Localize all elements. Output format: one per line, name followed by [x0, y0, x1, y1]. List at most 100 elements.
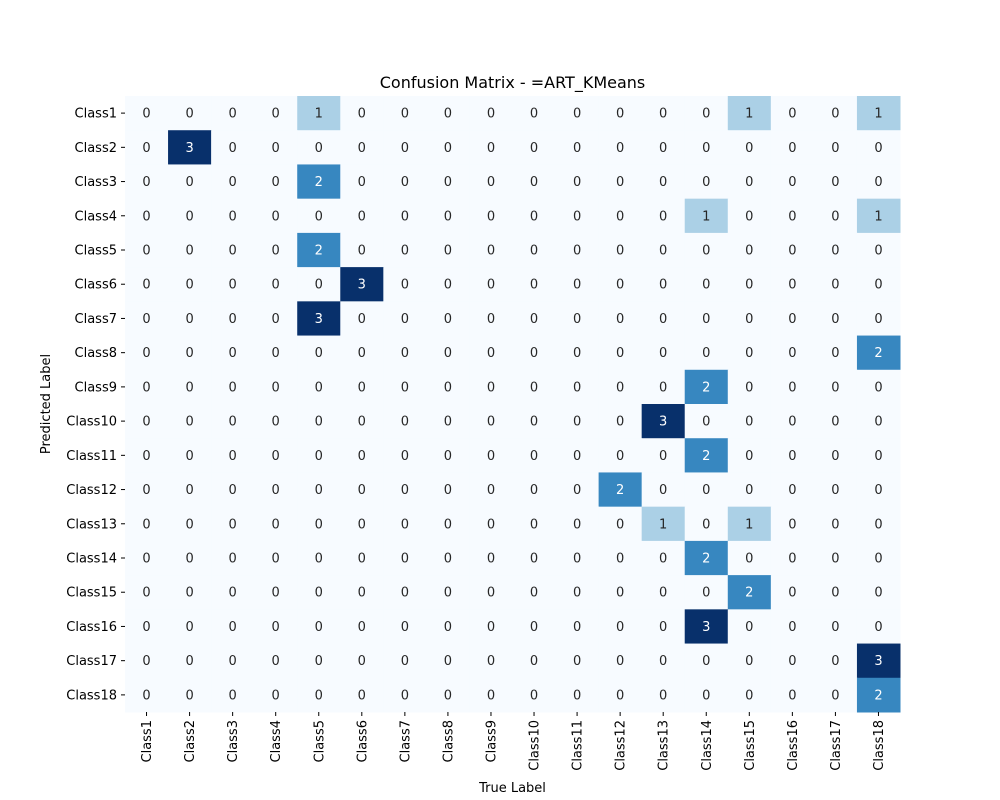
cell-value-label: 0 [487, 586, 495, 601]
heatmap-cell [555, 575, 600, 610]
cell-value-label: 0 [315, 483, 323, 498]
heatmap-cell [727, 301, 772, 337]
cell-value-label: 0 [315, 586, 323, 601]
heatmap-cell [598, 438, 643, 473]
cell-value-label: 0 [487, 688, 495, 703]
cell-value-label: 0 [185, 688, 193, 703]
cell-value-label: 0 [185, 278, 193, 293]
heatmap-cell [555, 677, 600, 713]
heatmap-cell [383, 164, 427, 200]
cell-value-label: 0 [401, 175, 409, 190]
heatmap-cell [770, 301, 815, 337]
heatmap-cell [383, 506, 427, 542]
heatmap-cell [684, 301, 729, 337]
heatmap-cell [512, 643, 557, 679]
heatmap-cell [727, 609, 772, 645]
heatmap-cell [512, 232, 557, 268]
heatmap-cell [641, 506, 686, 542]
cell-value-label: 0 [616, 688, 624, 703]
cell-value-label: 0 [358, 346, 366, 361]
heatmap-cell [684, 164, 729, 200]
cell-value-label: 0 [272, 209, 280, 224]
cell-value-label: 2 [702, 380, 710, 395]
heatmap-cell [297, 130, 341, 165]
heatmap-cell [555, 472, 600, 508]
cell-value-label: 0 [272, 278, 280, 293]
heatmap-cell [211, 96, 255, 131]
heatmap-cell [125, 301, 169, 337]
heatmap-cell [813, 575, 858, 610]
cell-value-label: 0 [185, 312, 193, 327]
heatmap-cell [469, 198, 513, 234]
cell-value-label: 0 [315, 449, 323, 464]
cell-value-label: 0 [874, 517, 882, 532]
cell-value-label: 0 [142, 620, 150, 635]
cell-value-label: 0 [573, 415, 581, 430]
cell-value-label: 0 [702, 278, 710, 293]
heatmap-cell [727, 267, 772, 302]
heatmap-cell [297, 404, 341, 439]
heatmap-cell [125, 540, 169, 576]
heatmap-cell [641, 575, 686, 610]
x-axis-label: True Label [478, 781, 546, 796]
heatmap-cell [641, 267, 686, 302]
y-tick-label: Class16 [66, 620, 117, 635]
cell-value-label: 0 [702, 654, 710, 669]
heatmap-cell [598, 472, 643, 508]
y-tick-label: Class5 [75, 244, 117, 259]
cell-value-label: 0 [358, 586, 366, 601]
cell-value-label: 0 [616, 586, 624, 601]
cell-value-label: 0 [702, 244, 710, 259]
heatmap-cell [168, 438, 212, 473]
x-tick-label: Class16 [786, 720, 801, 771]
cell-value-label: 0 [530, 688, 538, 703]
heatmap-cell [168, 404, 212, 439]
heatmap-cell [426, 438, 470, 473]
cell-value-label: 3 [358, 278, 366, 293]
heatmap-cell [340, 677, 384, 713]
cell-value-label: 0 [487, 552, 495, 567]
cell-value-label: 0 [788, 654, 796, 669]
heatmap-cell [598, 369, 643, 405]
heatmap-cell [340, 267, 384, 302]
heatmap-cell [555, 369, 600, 405]
cell-value-label: 0 [228, 586, 236, 601]
cell-value-label: 2 [745, 586, 753, 601]
heatmap-cell [684, 404, 729, 439]
x-tick-label: Class4 [269, 720, 284, 762]
heatmap-cell [555, 164, 600, 200]
heatmap-cell [684, 335, 729, 371]
cell-value-label: 1 [702, 209, 710, 224]
x-tick-label: Class1 [140, 720, 155, 762]
heatmap-cell [297, 96, 341, 131]
heatmap-cell [168, 267, 212, 302]
cell-value-label: 0 [530, 244, 538, 259]
heatmap-cell [383, 575, 427, 610]
heatmap-cell [598, 643, 643, 679]
heatmap-cell [168, 301, 212, 337]
cell-value-label: 0 [573, 312, 581, 327]
cell-value-label: 0 [573, 449, 581, 464]
cell-value-label: 0 [228, 517, 236, 532]
cell-value-label: 0 [272, 141, 280, 156]
heatmap-cell [211, 677, 255, 713]
cell-value-label: 0 [745, 244, 753, 259]
heatmap-cell [641, 301, 686, 337]
cell-value-label: 0 [228, 688, 236, 703]
heatmap-cell [856, 335, 901, 371]
cell-value-label: 0 [315, 415, 323, 430]
cell-value-label: 2 [702, 552, 710, 567]
heatmap-cell [254, 198, 298, 234]
cell-value-label: 0 [788, 688, 796, 703]
heatmap-cell [813, 301, 858, 337]
heatmap-cell [770, 198, 815, 234]
heatmap-cell [168, 575, 212, 610]
heatmap-cell [469, 301, 513, 337]
heatmap-cell [512, 130, 557, 165]
cell-value-label: 2 [315, 175, 323, 190]
cell-value-label: 0 [745, 209, 753, 224]
heatmap-cell [211, 575, 255, 610]
cell-value-label: 0 [401, 449, 409, 464]
heatmap-cell [641, 609, 686, 645]
cell-value-label: 0 [358, 175, 366, 190]
